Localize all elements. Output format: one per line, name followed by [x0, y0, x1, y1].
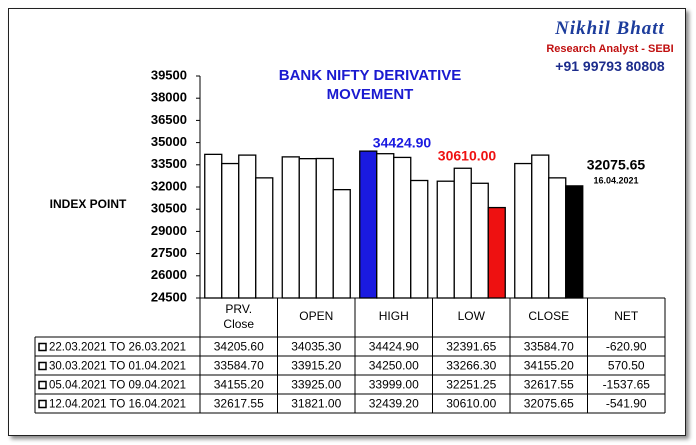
y-tick-label: 30500 — [151, 201, 187, 216]
legend-label: 05.04.2021 TO 09.04.2021 — [49, 380, 186, 392]
bar — [487, 206, 506, 299]
table-cell: -1537.65 — [603, 378, 651, 392]
bar — [221, 162, 240, 299]
table-cell: -541.90 — [606, 397, 647, 411]
y-tick-label: 33500 — [151, 156, 187, 171]
table-cell: 570.50 — [608, 359, 645, 373]
table-cell: 34035.30 — [291, 340, 341, 354]
y-tick-label: 24500 — [151, 289, 187, 304]
y-tick-label: 39500 — [151, 67, 187, 82]
category-label: PRV. Close — [223, 302, 255, 331]
table-cell: 33584.70 — [524, 340, 574, 354]
brand: Nikhil Bhatt Research Analyst - SEBI +91… — [540, 18, 680, 74]
bar — [436, 180, 455, 299]
legend-key — [38, 342, 47, 352]
annotation: 34424.90 — [373, 135, 432, 151]
y-tick-label: 27500 — [151, 245, 187, 260]
table-cell: 32439.20 — [369, 397, 419, 411]
brand-phone: +91 99793 80808 — [555, 58, 665, 74]
table-cell: 33915.20 — [291, 359, 341, 373]
table-cell: 31821.00 — [291, 397, 341, 411]
bar — [315, 157, 334, 299]
bar — [255, 177, 274, 299]
brand-name: Nikhil Bhatt — [555, 18, 665, 39]
y-tick-label: 29000 — [151, 223, 187, 238]
y-tick-label: 36500 — [151, 112, 187, 127]
table-cell: 34424.90 — [369, 340, 419, 354]
y-tick-label: 35000 — [151, 134, 187, 149]
table-cell: 32617.55 — [214, 397, 264, 411]
legend-label: 22.03.2021 TO 26.03.2021 — [49, 342, 186, 354]
category-label: NET — [614, 309, 639, 323]
bar — [453, 167, 472, 299]
category-label: HIGH — [379, 309, 409, 323]
bar — [410, 179, 429, 299]
category-label: LOW — [458, 309, 486, 323]
table-cell: 33925.00 — [291, 378, 341, 392]
table-cell: 32251.25 — [446, 378, 496, 392]
bar — [531, 154, 550, 299]
y-tick-label: 38000 — [151, 90, 187, 105]
bar — [281, 156, 300, 299]
legend-label: 30.03.2021 TO 01.04.2021 — [49, 361, 186, 373]
bar — [393, 156, 412, 299]
bar — [548, 177, 567, 299]
brand-role: Research Analyst - SEBI — [546, 43, 674, 55]
table-cell: 33266.30 — [446, 359, 496, 373]
bar — [204, 153, 223, 299]
legend-key — [38, 399, 47, 409]
table-cell: 33584.70 — [214, 359, 264, 373]
bar — [238, 154, 257, 299]
annotation: 30610.00 — [438, 148, 497, 164]
y-tick-label: 26000 — [151, 267, 187, 282]
bar — [298, 158, 317, 299]
table-cell: 32075.65 — [524, 397, 574, 411]
chart-title: BANK NIFTY DERIVATIVE MOVEMENT — [278, 67, 462, 103]
table-cell: 34205.60 — [214, 340, 264, 354]
bar — [332, 188, 351, 299]
table-cell: 30610.00 — [446, 397, 496, 411]
legend-key — [38, 380, 47, 390]
bar — [565, 185, 584, 299]
table-cell: 33999.00 — [369, 378, 419, 392]
annotation: 32075.65 — [587, 157, 646, 173]
legend-key — [38, 361, 47, 371]
bar — [470, 182, 489, 299]
table-cell: -620.90 — [606, 340, 647, 354]
table-cell: 34155.20 — [214, 378, 264, 392]
legend-label: 12.04.2021 TO 16.04.2021 — [49, 399, 186, 411]
bar — [359, 150, 378, 299]
category-label: OPEN — [299, 309, 333, 323]
table-cell: 34155.20 — [524, 359, 574, 373]
annotation: 16.04.2021 — [593, 175, 638, 185]
y-tick-label: 32000 — [151, 178, 187, 193]
y-axis-label: INDEX POINT — [50, 197, 127, 211]
table-cell: 32617.55 — [524, 378, 574, 392]
bar — [514, 162, 533, 299]
bar — [376, 153, 395, 299]
table-cell: 32391.65 — [446, 340, 496, 354]
table-cell: 34250.00 — [369, 359, 419, 373]
category-label: CLOSE — [528, 309, 569, 323]
